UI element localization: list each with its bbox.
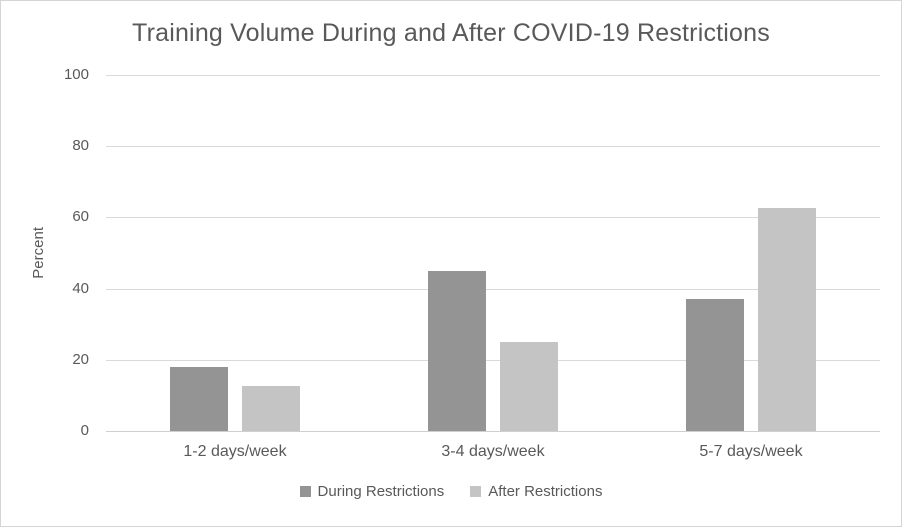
- y-tick-label: 40: [72, 280, 89, 297]
- bar-during-restrictions: [428, 271, 486, 431]
- bar-during-restrictions: [686, 299, 744, 431]
- legend-label: During Restrictions: [317, 483, 445, 500]
- legend-swatch-during-restrictions: [299, 486, 311, 497]
- y-tick-label: 80: [72, 137, 89, 154]
- gridline: [106, 217, 880, 218]
- y-tick-label: 100: [63, 66, 89, 83]
- x-axis-line: [106, 431, 880, 432]
- chart-title: Training Volume During and After COVID-1…: [132, 19, 770, 47]
- gridline: [106, 75, 880, 76]
- gridline: [106, 360, 880, 361]
- legend-swatch-after-restrictions: [470, 486, 482, 497]
- y-axis-title: Percent: [29, 227, 47, 279]
- y-tick-label: 20: [72, 351, 89, 368]
- y-tick-label: 0: [80, 422, 89, 439]
- bar-during-restrictions: [170, 367, 228, 431]
- legend-label: After Restrictions: [488, 483, 603, 500]
- x-category-label: 5-7 days/week: [699, 443, 803, 460]
- legend-item-during-restrictions: During Restrictions: [299, 483, 445, 500]
- y-tick-label: 60: [72, 208, 89, 225]
- gridline: [106, 146, 880, 147]
- legend: During Restrictions After Restrictions: [1, 483, 901, 500]
- legend-item-after-restrictions: After Restrictions: [470, 483, 602, 500]
- bar-after-restrictions: [500, 342, 558, 431]
- gridline: [106, 289, 880, 290]
- bar-after-restrictions: [242, 386, 300, 431]
- x-category-label: 3-4 days/week: [441, 443, 545, 460]
- bar-after-restrictions: [758, 208, 816, 431]
- x-category-label: 1-2 days/week: [183, 443, 287, 460]
